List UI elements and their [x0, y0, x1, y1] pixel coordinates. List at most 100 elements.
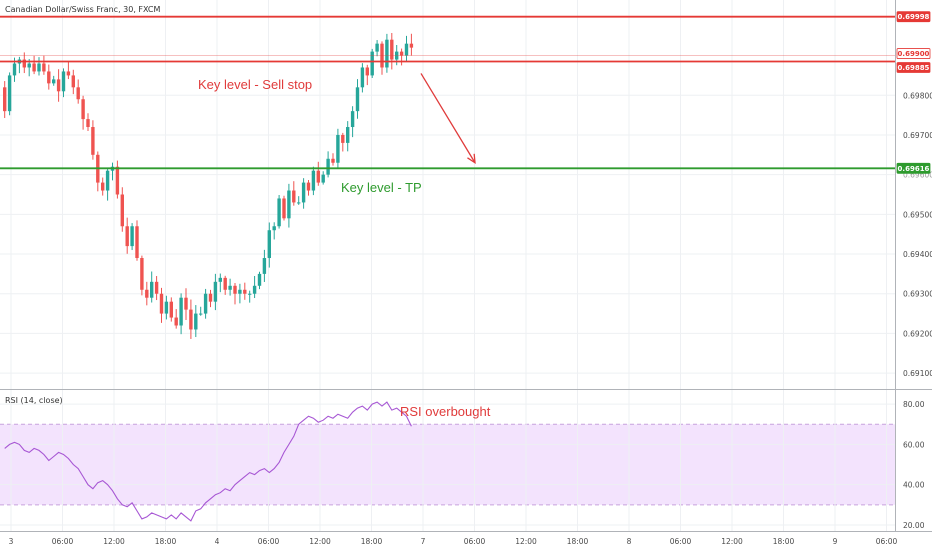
rsi-tick-label: 20.00: [903, 521, 925, 530]
candle: [115, 160, 120, 199]
candle: [287, 183, 291, 228]
candle-body: [350, 111, 355, 128]
annotation-sell-stop: Key level - Sell stop: [198, 77, 312, 92]
rsi-axis[interactable]: 80.00 60.00 40.00 20.00: [903, 400, 925, 530]
candle-body: [346, 127, 350, 143]
candle: [120, 187, 124, 232]
candle: [32, 55, 36, 75]
candle-body: [66, 71, 71, 76]
rsi-band-fill: [0, 424, 895, 505]
time-axis[interactable]: 3 06:00 12:00 18:00 4 06:00 12:00 18:00 7 06:00 12…: [9, 537, 898, 546]
candle: [189, 299, 193, 339]
candle: [135, 220, 139, 261]
candle-body: [135, 226, 139, 259]
candle: [360, 63, 365, 93]
candle: [238, 283, 242, 304]
candle: [252, 275, 257, 299]
candle-body: [7, 75, 12, 112]
candle-body: [208, 293, 213, 302]
candle-body: [404, 43, 409, 56]
candle-body: [125, 226, 129, 247]
price-tick-label: 0.69200: [903, 329, 932, 338]
candle-body: [267, 230, 271, 259]
candle: [331, 153, 335, 166]
level-price-label: 0.69900: [898, 50, 930, 58]
candle: [370, 48, 374, 79]
candle-body: [76, 87, 80, 100]
candle-body: [203, 293, 208, 314]
candle: [282, 195, 286, 221]
candle-body: [306, 182, 311, 191]
candle: [248, 290, 252, 303]
candle: [47, 64, 51, 90]
candle-body: [140, 258, 144, 290]
candle-body: [47, 71, 51, 84]
time-tick-label: 7: [421, 537, 426, 546]
level-price-tags: 0.69998 0.69900 0.69885 0.69616: [896, 11, 931, 174]
price-tick-label: 0.69100: [903, 369, 932, 378]
candle: [203, 288, 208, 319]
candle-body: [154, 281, 159, 294]
rsi-tick-label: 60.00: [903, 440, 925, 449]
candle: [404, 35, 409, 62]
time-tick-label: 06:00: [258, 537, 280, 546]
level-price-tag: [896, 162, 931, 174]
candle-body: [316, 170, 320, 183]
candle: [81, 95, 85, 130]
candle-body: [385, 39, 389, 68]
rsi-line: [4, 401, 412, 522]
candle: [194, 305, 198, 338]
candle: [145, 281, 149, 306]
candle: [350, 106, 355, 138]
candle-body: [331, 158, 335, 163]
candle: [56, 69, 61, 102]
candle: [208, 289, 213, 308]
candle: [336, 128, 340, 169]
candle-body: [145, 289, 149, 298]
candle: [76, 79, 80, 104]
candle: [326, 151, 330, 178]
candle: [213, 273, 218, 311]
candle-body: [179, 297, 183, 326]
candle-body: [159, 293, 164, 314]
candle: [272, 222, 276, 240]
candle: [42, 55, 46, 75]
price-axis[interactable]: 0.69800 0.69700 0.69500 0.69400 0.69300 0.692…: [903, 91, 932, 378]
candle: [159, 287, 164, 323]
candle-body: [42, 63, 46, 72]
candle-body: [3, 87, 7, 112]
candle-body: [71, 75, 75, 88]
candle-body: [409, 43, 414, 48]
candle-body: [223, 277, 227, 290]
candle-body: [199, 313, 203, 315]
candle-body: [194, 313, 198, 330]
candle: [233, 283, 237, 305]
candle-body: [287, 190, 291, 219]
candle: [218, 273, 222, 293]
time-tick-label: 12:00: [515, 537, 537, 546]
level-price-tag: [896, 11, 931, 23]
candle-body: [81, 99, 85, 120]
candle-body: [213, 281, 218, 302]
candle: [375, 40, 379, 57]
candle: [321, 171, 325, 185]
candle-body: [292, 190, 296, 203]
candle-body: [174, 317, 178, 326]
candle: [385, 33, 389, 73]
time-tick-label: 18:00: [361, 537, 383, 546]
candle: [346, 121, 350, 152]
candle: [154, 276, 159, 301]
candle: [267, 222, 271, 268]
rsi-tick-label: 80.00: [903, 400, 925, 409]
candle: [223, 275, 227, 295]
price-grid: [0, 94, 895, 374]
annotation-rsi-overbought: RSI overbought: [400, 404, 491, 419]
candle-body: [297, 202, 301, 204]
candle-body: [272, 226, 276, 231]
candle: [174, 309, 178, 329]
price-tick-label: 0.69400: [903, 250, 932, 259]
candle: [37, 57, 41, 76]
level-price-label: 0.69616: [898, 165, 930, 173]
candle-body: [365, 67, 369, 76]
